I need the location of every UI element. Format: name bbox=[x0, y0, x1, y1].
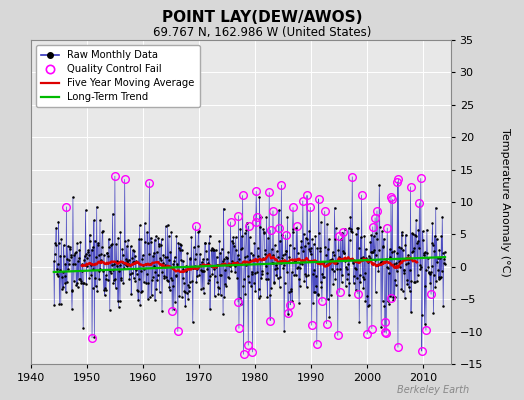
Text: 69.767 N, 162.986 W (United States): 69.767 N, 162.986 W (United States) bbox=[153, 26, 371, 39]
Legend: Raw Monthly Data, Quality Control Fail, Five Year Moving Average, Long-Term Tren: Raw Monthly Data, Quality Control Fail, … bbox=[37, 45, 200, 107]
Text: POINT LAY(DEW/AWOS): POINT LAY(DEW/AWOS) bbox=[162, 10, 362, 25]
Y-axis label: Temperature Anomaly (°C): Temperature Anomaly (°C) bbox=[500, 128, 510, 276]
Text: Berkeley Earth: Berkeley Earth bbox=[397, 385, 469, 395]
